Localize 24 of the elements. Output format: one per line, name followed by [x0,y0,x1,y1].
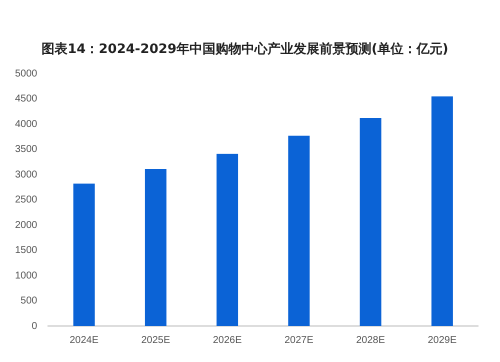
bar [216,154,238,326]
bar [73,184,95,326]
x-tick-label: 2028E [356,334,386,346]
x-tick-label: 2026E [212,334,242,346]
x-tick-label: 2027E [284,334,314,346]
y-tick-label: 3500 [14,144,38,156]
x-tick-label: 2025E [141,334,170,346]
chart-title: 图表14：2024-2029年中国购物中心产业发展前景预测(单位：亿元) [42,41,448,58]
y-tick-label: 5000 [14,68,38,80]
x-tick-label: 2024E [70,334,99,346]
bar [360,118,382,326]
y-tick-label: 4500 [14,94,38,105]
y-tick-label: 500 [20,296,38,307]
bar [431,96,453,326]
bar [288,136,310,326]
x-tick-label: 2029E [428,334,457,346]
y-tick-label: 3000 [14,169,38,180]
y-tick-label: 1000 [14,270,38,282]
y-tick-label: 0 [32,320,38,332]
y-tick-label: 1500 [14,245,38,256]
y-tick-label: 4000 [14,118,38,130]
y-tick-label: 2500 [14,194,38,206]
bar [144,169,166,326]
y-tick-label: 2000 [14,220,38,231]
